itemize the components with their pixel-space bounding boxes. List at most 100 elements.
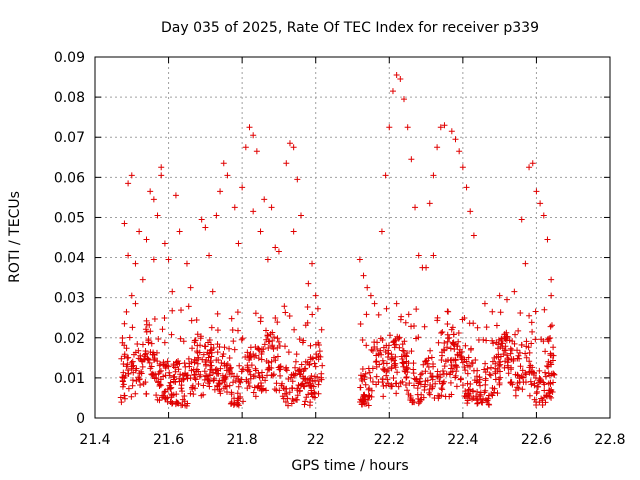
data-point: [478, 399, 485, 406]
data-point: [200, 351, 207, 358]
data-point: [366, 393, 373, 400]
data-point: [129, 358, 136, 365]
plot-frame: [94, 56, 611, 419]
data-point: [216, 388, 223, 395]
data-point: [179, 401, 186, 408]
data-point: [540, 212, 547, 219]
data-point: [175, 366, 182, 373]
data-point: [129, 382, 136, 389]
data-point: [282, 365, 289, 372]
data-point: [481, 389, 488, 396]
data-point: [132, 349, 139, 356]
data-point: [314, 373, 321, 380]
data-point: [164, 386, 171, 393]
data-point: [496, 381, 503, 388]
data-point: [464, 370, 471, 377]
data-point: [430, 252, 437, 259]
data-point: [454, 343, 461, 350]
data-point: [180, 338, 187, 345]
data-point: [172, 364, 179, 371]
data-point: [215, 380, 222, 387]
data-point: [402, 381, 409, 388]
data-point: [171, 373, 178, 380]
data-point: [137, 381, 144, 388]
data-point: [247, 371, 254, 378]
data-point: [379, 336, 386, 343]
data-point: [223, 389, 230, 396]
data-point: [299, 380, 306, 387]
data-point: [255, 370, 262, 377]
data-point: [129, 377, 136, 384]
data-point: [279, 380, 286, 387]
data-point: [542, 348, 549, 355]
data-point: [132, 390, 139, 397]
data-point: [210, 369, 217, 376]
data-point: [527, 368, 534, 375]
data-point: [404, 350, 411, 357]
data-point: [531, 396, 538, 403]
data-point: [119, 335, 126, 342]
data-point: [383, 342, 390, 349]
data-point: [154, 212, 161, 219]
data-point: [139, 363, 146, 370]
data-point: [133, 378, 140, 385]
data-point: [150, 256, 157, 263]
data-point: [452, 357, 459, 364]
data-point: [292, 358, 299, 365]
data-point: [189, 382, 196, 389]
data-point: [432, 380, 439, 387]
data-point: [493, 339, 500, 346]
data-point: [422, 358, 429, 365]
data-point: [178, 377, 185, 384]
data-point: [228, 399, 235, 406]
data-point: [176, 360, 183, 367]
data-point: [363, 311, 370, 318]
data-point: [161, 339, 168, 346]
data-point: [441, 122, 448, 129]
data-point: [447, 345, 454, 352]
data-point: [532, 336, 539, 343]
data-point: [202, 224, 209, 231]
data-point: [457, 352, 464, 359]
data-point: [246, 124, 253, 131]
data-point: [467, 346, 474, 353]
data-point: [269, 329, 276, 336]
data-point: [234, 390, 241, 397]
data-point: [486, 371, 493, 378]
data-point: [142, 326, 149, 333]
data-point: [262, 377, 269, 384]
data-point: [438, 329, 445, 336]
data-point: [144, 356, 151, 363]
data-point: [522, 350, 529, 357]
data-point: [452, 362, 459, 369]
data-point: [539, 402, 546, 409]
data-point: [142, 350, 149, 357]
data-point: [230, 338, 237, 345]
data-point: [188, 317, 195, 324]
data-point: [318, 326, 325, 333]
data-point: [294, 176, 301, 183]
data-point: [374, 339, 381, 346]
data-point: [411, 399, 418, 406]
data-point: [456, 346, 463, 353]
data-point: [264, 256, 271, 263]
data-point: [274, 344, 281, 351]
data-point: [526, 369, 533, 376]
data-point: [385, 380, 392, 387]
data-point: [289, 385, 296, 392]
data-point: [488, 391, 495, 398]
data-point: [172, 401, 179, 408]
data-point: [250, 208, 257, 215]
data-point: [312, 377, 319, 384]
data-point: [380, 365, 387, 372]
data-point: [222, 374, 229, 381]
data-point: [363, 342, 370, 349]
data-point: [239, 184, 246, 191]
data-point: [404, 124, 411, 131]
data-point: [286, 313, 293, 320]
data-point: [515, 352, 522, 359]
data-point: [159, 326, 166, 333]
data-point: [414, 391, 421, 398]
data-point: [274, 319, 281, 326]
chart-title: Day 035 of 2025, Rate Of TEC Index for r…: [161, 20, 539, 36]
